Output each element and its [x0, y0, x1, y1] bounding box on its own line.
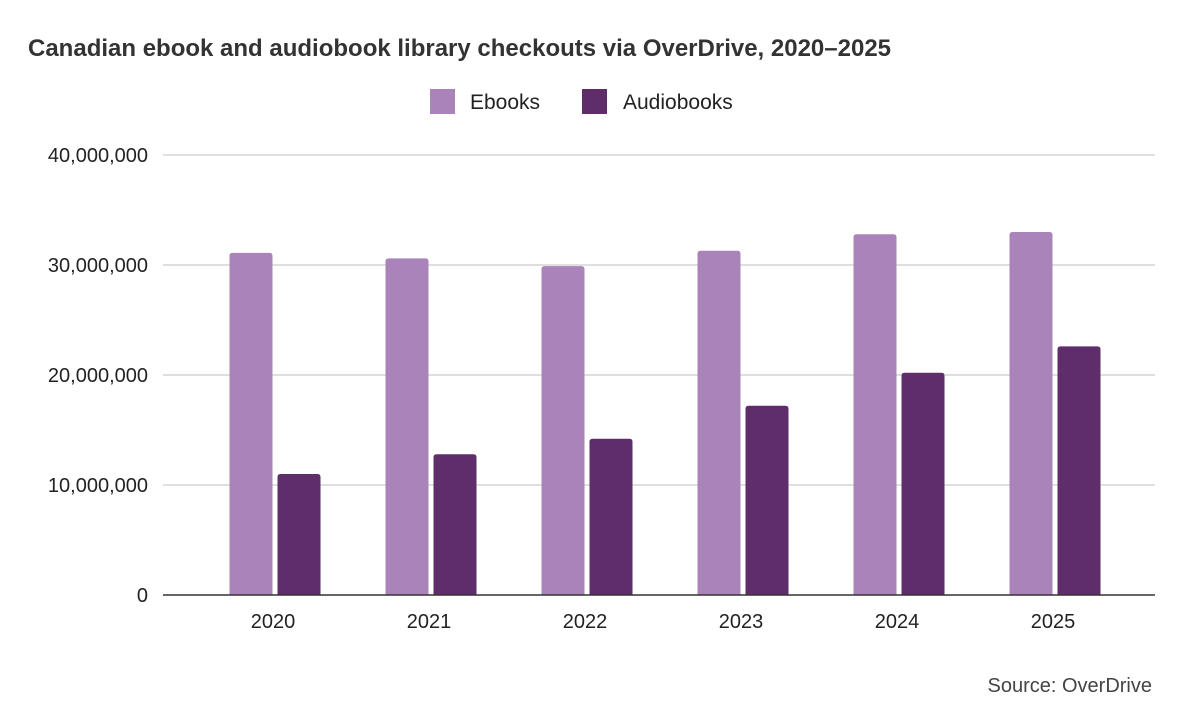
legend-swatch-audiobooks	[582, 89, 607, 114]
bar-audiobooks-2025	[1057, 346, 1101, 595]
bar-ebooks-2023	[697, 250, 741, 595]
source-note: Source: OverDrive	[988, 675, 1153, 697]
bar-ebooks-2025	[1009, 232, 1053, 595]
legend-label-ebooks: Ebooks	[470, 91, 540, 114]
x-tick-label: 2020	[251, 611, 296, 633]
bar-ebooks-2021	[385, 258, 429, 595]
bar-audiobooks-2024	[901, 372, 945, 595]
y-tick-label: 20,000,000	[48, 365, 148, 387]
bar-audiobooks-2021	[433, 454, 477, 595]
bar-audiobooks-2023	[745, 405, 789, 595]
x-tick-label: 2021	[407, 611, 452, 633]
legend-label-audiobooks: Audiobooks	[623, 91, 733, 114]
bar-ebooks-2024	[853, 234, 897, 595]
legend-swatch-ebooks	[430, 89, 455, 114]
bar-audiobooks-2020	[277, 474, 321, 595]
x-tick-label: 2025	[1031, 611, 1076, 633]
chart-title: Canadian ebook and audiobook library che…	[28, 35, 891, 62]
y-tick-label: 0	[137, 585, 148, 607]
y-tick-label: 10,000,000	[48, 475, 148, 497]
x-axis-ticks: 2020 2021 2022 2023 2024 2025	[251, 611, 1076, 633]
x-tick-label: 2024	[875, 611, 920, 633]
x-tick-label: 2022	[563, 611, 608, 633]
bar-audiobooks-2022	[589, 438, 633, 595]
y-tick-label: 40,000,000	[48, 145, 148, 167]
gridlines	[163, 154, 1155, 486]
bars	[229, 232, 1101, 595]
x-tick-label: 2023	[719, 611, 764, 633]
bar-ebooks-2022	[541, 266, 585, 595]
legend: Ebooks Audiobooks	[430, 89, 733, 114]
bar-ebooks-2020	[229, 252, 273, 595]
y-axis-ticks: 0 10,000,000 20,000,000 30,000,000 40,000,00…	[48, 145, 148, 607]
y-tick-label: 30,000,000	[48, 255, 148, 277]
